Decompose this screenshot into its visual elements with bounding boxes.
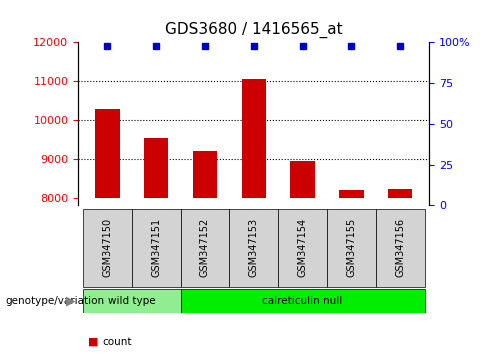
Bar xyxy=(193,151,217,198)
FancyBboxPatch shape xyxy=(83,289,181,313)
Text: GSM347152: GSM347152 xyxy=(200,218,210,278)
Bar xyxy=(242,79,266,198)
Text: GSM347151: GSM347151 xyxy=(151,218,161,278)
Text: wild type: wild type xyxy=(108,296,156,306)
FancyBboxPatch shape xyxy=(278,209,327,287)
FancyBboxPatch shape xyxy=(83,209,132,287)
FancyBboxPatch shape xyxy=(376,209,425,287)
Bar xyxy=(388,189,412,198)
Text: GSM347155: GSM347155 xyxy=(346,218,356,278)
Text: count: count xyxy=(102,337,132,347)
Bar xyxy=(339,190,364,198)
FancyBboxPatch shape xyxy=(181,289,425,313)
Title: GDS3680 / 1416565_at: GDS3680 / 1416565_at xyxy=(165,22,343,38)
Text: genotype/variation: genotype/variation xyxy=(5,296,104,306)
FancyBboxPatch shape xyxy=(229,209,278,287)
FancyBboxPatch shape xyxy=(132,209,181,287)
Bar xyxy=(290,161,315,198)
Bar xyxy=(95,109,120,198)
Text: GSM347153: GSM347153 xyxy=(249,218,259,278)
FancyBboxPatch shape xyxy=(181,209,229,287)
Text: GSM347156: GSM347156 xyxy=(395,218,405,278)
Text: calreticulin null: calreticulin null xyxy=(263,296,343,306)
Text: ■: ■ xyxy=(88,337,99,347)
FancyBboxPatch shape xyxy=(327,209,376,287)
Text: ▶: ▶ xyxy=(66,295,76,307)
Text: GSM347150: GSM347150 xyxy=(102,218,112,278)
Bar xyxy=(144,138,168,198)
Text: GSM347154: GSM347154 xyxy=(298,218,307,278)
